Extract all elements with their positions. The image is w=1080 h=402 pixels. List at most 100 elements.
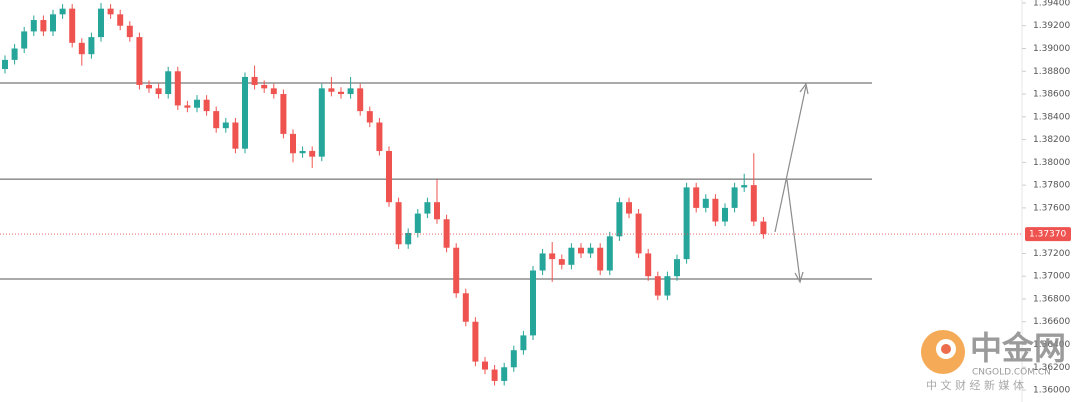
- candle-body: [290, 133, 296, 154]
- candle-body: [309, 150, 316, 157]
- y-tick-label: 1.39000: [1033, 44, 1070, 54]
- watermark-slogan: 中 文 财 经 新 媒 体: [926, 378, 1024, 392]
- candle-body: [712, 198, 719, 222]
- y-tick-label: 1.37000: [1033, 272, 1070, 282]
- candle-body: [645, 253, 652, 277]
- candle-body: [30, 20, 37, 32]
- arrow-head: [799, 82, 809, 95]
- arrow-down: [786, 179, 801, 281]
- y-tick-label: 1.36600: [1033, 317, 1070, 327]
- y-tick-label: 1.38200: [1033, 135, 1070, 145]
- candle-body: [597, 247, 604, 271]
- candle-body: [674, 259, 680, 277]
- candle-body: [741, 185, 748, 188]
- y-tick-label: 1.38000: [1033, 158, 1070, 168]
- candle-body: [2, 59, 8, 69]
- candle-body: [472, 321, 479, 362]
- candle-body: [280, 94, 287, 134]
- y-tick-label: 1.39200: [1033, 21, 1070, 31]
- y-tick-label: 1.37800: [1033, 181, 1070, 191]
- candle-body: [654, 276, 661, 296]
- candle-body: [578, 247, 584, 254]
- candle-body: [549, 253, 556, 260]
- watermark-brand: 中金网: [970, 329, 1066, 367]
- y-tick-label: 1.38600: [1033, 90, 1070, 100]
- y-tick-label: 1.36200: [1033, 363, 1070, 373]
- last-price-box: [1025, 227, 1071, 242]
- candle-body: [568, 247, 575, 265]
- candle-body: [203, 99, 210, 112]
- candle-body: [107, 8, 114, 15]
- candle-body: [155, 88, 162, 95]
- candle-body: [395, 202, 402, 245]
- candle-body: [347, 88, 354, 95]
- projection-arrows: [774, 82, 809, 284]
- candle-body: [50, 14, 56, 32]
- candle-body: [501, 367, 508, 381]
- candle-body: [194, 99, 200, 108]
- candle-body: [587, 247, 594, 254]
- candle-body: [635, 213, 642, 254]
- candle-body: [222, 122, 229, 129]
- candle-body: [491, 369, 498, 381]
- candle-body: [760, 221, 767, 235]
- candle-body: [338, 91, 344, 95]
- candle-body: [184, 105, 191, 108]
- candle-body: [453, 247, 460, 294]
- watermark: 中金网 CNGOLD.COM.CN 中 文 财 经 新 媒 体: [921, 329, 1066, 392]
- candle-body: [117, 14, 124, 26]
- candle-body: [261, 84, 268, 89]
- candle-body: [242, 76, 248, 149]
- arrow-up: [774, 85, 807, 233]
- logo-core: [941, 344, 951, 354]
- candle-body: [11, 48, 18, 60]
- candle-body: [98, 8, 104, 38]
- y-tick-label: 1.36400: [1033, 340, 1070, 350]
- y-tick-label: 1.38400: [1033, 112, 1070, 122]
- candle-body: [750, 185, 757, 222]
- candle-body: [702, 198, 709, 208]
- plot: 1.39400 1.39200 1.39000 1.38800 1.38600 1.384…: [0, 0, 1071, 396]
- candle-body: [88, 37, 95, 55]
- candle-body: [366, 111, 373, 123]
- candle-body: [626, 202, 632, 214]
- y-tick-label: 1.36000: [1033, 386, 1070, 396]
- candle-body: [270, 88, 277, 95]
- candle-body: [539, 253, 546, 271]
- candle-body: [40, 20, 47, 32]
- candle-body: [664, 276, 671, 296]
- y-tick-label: 1.36800: [1033, 294, 1070, 304]
- candle-body: [530, 270, 536, 336]
- candle-body: [318, 88, 325, 157]
- candle-body: [386, 150, 392, 203]
- arrow-head: [794, 271, 804, 284]
- candle-body: [165, 71, 172, 95]
- y-tick-label: 1.38800: [1033, 67, 1070, 77]
- candle-body: [69, 8, 76, 43]
- candle-body: [251, 76, 258, 85]
- candle-body: [482, 361, 488, 370]
- candle-body: [328, 88, 335, 92]
- candle-body: [126, 25, 133, 38]
- candle-body: [299, 150, 306, 154]
- candle-body: [462, 293, 469, 322]
- candle-body: [520, 335, 527, 351]
- candle-body: [558, 259, 565, 265]
- candle-body: [424, 202, 431, 214]
- candle-body: [414, 213, 421, 233]
- candle-body: [405, 232, 412, 245]
- candle-body: [78, 42, 85, 55]
- candle-body: [59, 8, 66, 15]
- candle-body: [693, 187, 700, 208]
- candle-body: [357, 88, 364, 112]
- last-price-label: 1.37370: [1029, 230, 1066, 240]
- candle-body: [443, 219, 450, 248]
- candle-body: [731, 187, 738, 208]
- candle-body: [683, 187, 690, 260]
- y-tick-label: 1.39400: [1033, 0, 1070, 8]
- y-tick-label: 1.37600: [1033, 203, 1070, 213]
- y-tick-label: 1.37200: [1033, 249, 1070, 259]
- candle-body: [213, 111, 220, 129]
- candle-body: [434, 202, 440, 220]
